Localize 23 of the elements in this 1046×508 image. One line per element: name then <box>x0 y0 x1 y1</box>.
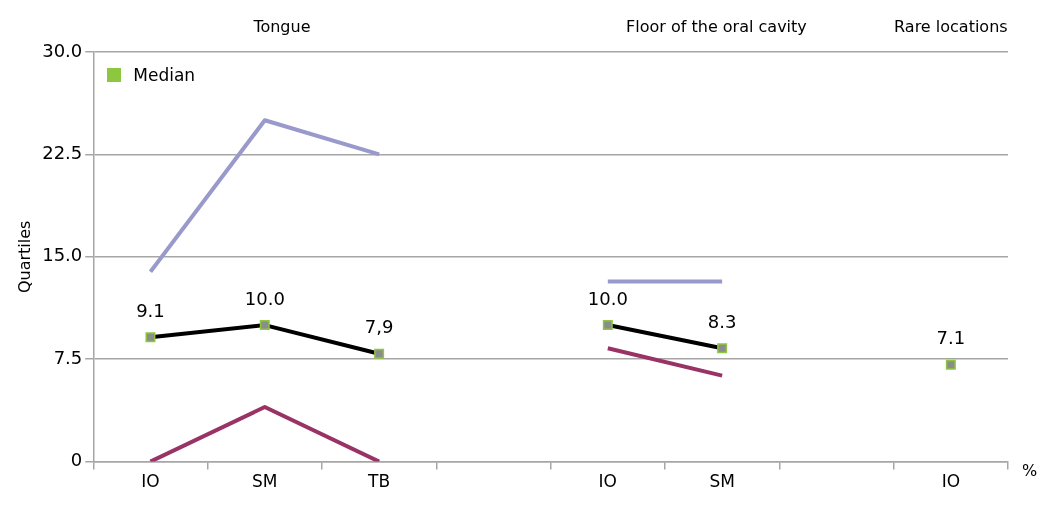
y-axis-title: Quartiles <box>14 220 34 294</box>
data-label: 7.1 <box>936 327 966 349</box>
data-label: 10.0 <box>587 287 628 309</box>
data-label: 8.3 <box>707 310 737 332</box>
x-tick-label: TB <box>367 471 391 492</box>
x-tick-label: SM <box>252 471 278 492</box>
y-tick-label: 0 <box>70 449 83 471</box>
y-tick-label: 15.0 <box>42 244 83 266</box>
text: Median <box>133 64 196 86</box>
x-tick-label: IO <box>141 471 160 492</box>
x-tick-label: IO <box>941 471 961 492</box>
y-tick-label: 30.0 <box>42 39 83 61</box>
text: Rare locations <box>894 17 1008 37</box>
x-tick-label: SM <box>709 471 735 492</box>
data-label: 9.1 <box>136 300 165 322</box>
x-tick-label: IO <box>598 471 618 492</box>
y-tick-label: 22.5 <box>42 142 83 164</box>
text: Floor of the oral cavity <box>626 17 807 37</box>
text: Tongue <box>252 17 311 37</box>
data-label: 7,9 <box>364 316 394 338</box>
data-label: 10.0 <box>244 287 285 309</box>
y-tick-label: 7.5 <box>53 346 83 368</box>
x-axis-title: % <box>1022 460 1038 480</box>
